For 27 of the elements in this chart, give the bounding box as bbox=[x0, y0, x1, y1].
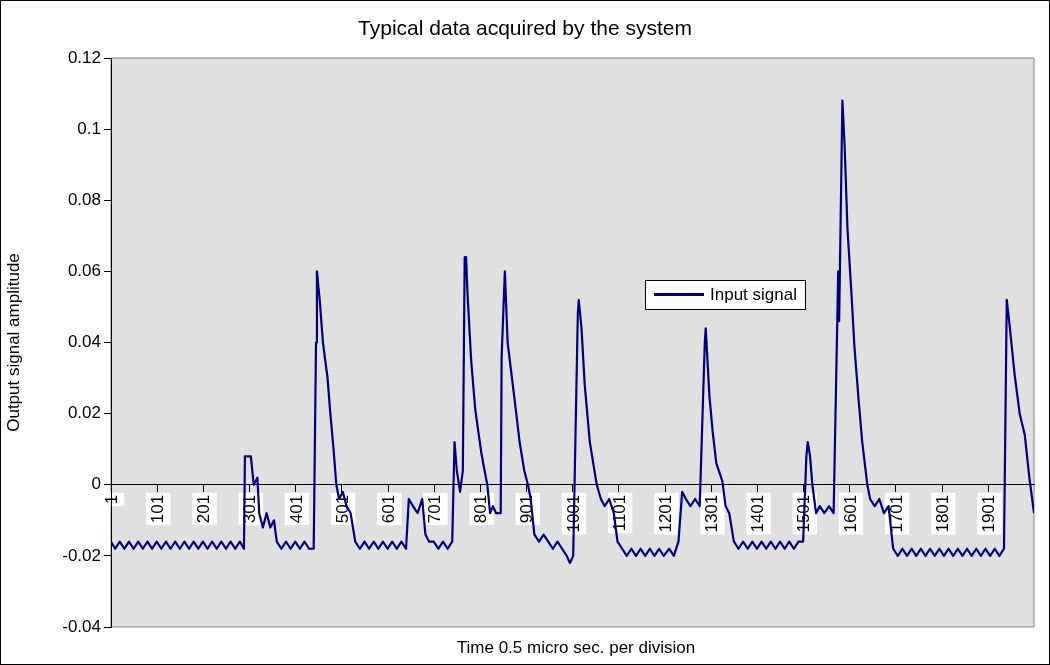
chart-title: Typical data acquired by the system bbox=[357, 16, 693, 40]
x-tick-label: 1801 bbox=[933, 494, 952, 533]
y-tick-label: -0.02 bbox=[62, 545, 101, 565]
x-tick-label: 1201 bbox=[655, 494, 675, 533]
x-tick-label: 1301 bbox=[702, 494, 722, 533]
y-axis-title: Output signal amplitude bbox=[3, 253, 23, 432]
x-tick-label: 1901 bbox=[979, 494, 999, 533]
x-tick-label: 701 bbox=[425, 494, 445, 524]
x-tick-label: 1 bbox=[101, 494, 121, 505]
y-tick-label: 0.12 bbox=[67, 47, 101, 67]
x-tick-label: 801 bbox=[471, 494, 491, 524]
x-tick-label: 601 bbox=[378, 494, 398, 524]
y-tick-label: 0.08 bbox=[67, 189, 101, 209]
x-tick-label: 1401 bbox=[748, 494, 768, 533]
y-tick-label: 0 bbox=[91, 474, 101, 494]
x-tick-label: 501 bbox=[332, 494, 352, 524]
y-tick-label: -0.04 bbox=[62, 616, 101, 636]
y-tick-label: 0.02 bbox=[67, 403, 101, 423]
x-tick-label: 201 bbox=[194, 494, 214, 524]
x-axis-title: Time 0.5 micro sec. per division bbox=[455, 638, 697, 658]
legend-label: Input signal bbox=[710, 284, 797, 305]
y-tick-label: 0.04 bbox=[67, 332, 101, 352]
x-tick-label: 401 bbox=[286, 494, 306, 524]
y-tick-label: 0.06 bbox=[67, 261, 101, 281]
x-tick-label: 1601 bbox=[840, 494, 860, 533]
y-tick-label: 0.1 bbox=[77, 118, 101, 138]
x-tick-label: 101 bbox=[148, 494, 168, 524]
